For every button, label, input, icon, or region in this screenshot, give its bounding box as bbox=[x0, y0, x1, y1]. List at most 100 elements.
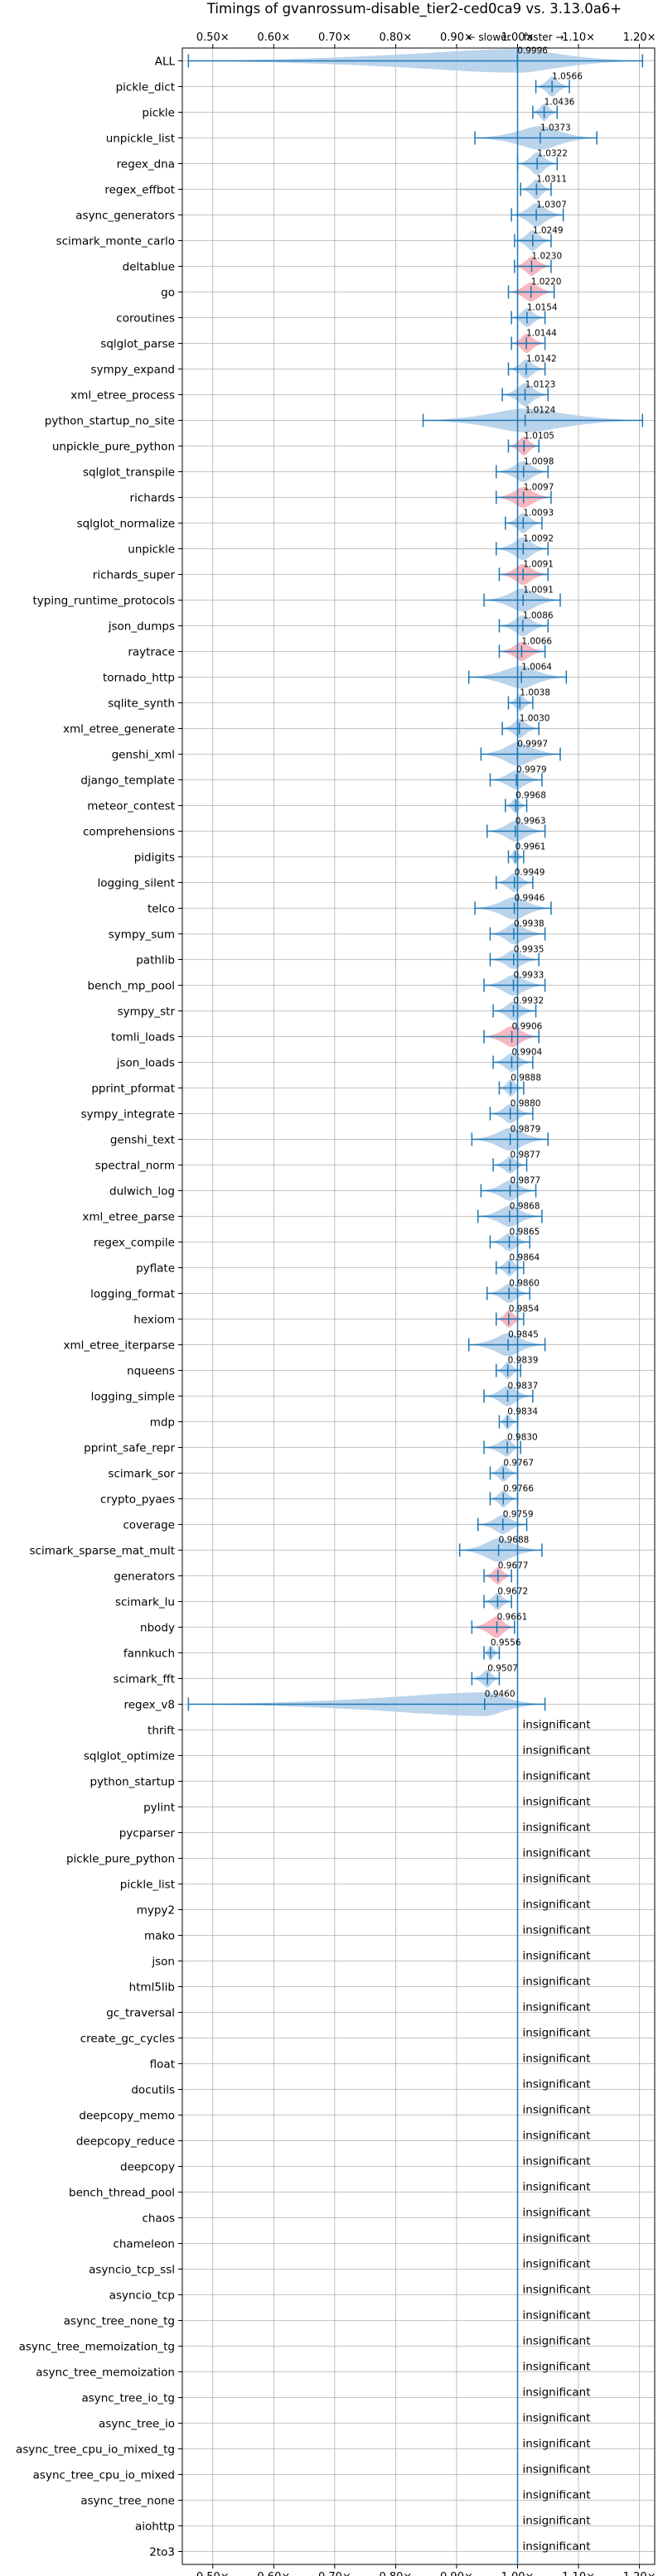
insignificant-label: insignificant bbox=[523, 1796, 591, 1809]
category-label: json_loads bbox=[116, 1057, 175, 1070]
value-label: 0.9837 bbox=[508, 1382, 539, 1392]
value-label: 0.9932 bbox=[514, 996, 544, 1006]
category-label: spectral_norm bbox=[95, 1160, 175, 1173]
value-label: 1.0091 bbox=[523, 586, 554, 596]
insignificant-label: insignificant bbox=[523, 2309, 591, 2323]
insignificant-label: insignificant bbox=[523, 1950, 591, 1963]
category-label: fannkuch bbox=[123, 1647, 175, 1661]
value-label: 0.9880 bbox=[511, 1099, 541, 1109]
value-label: 0.9845 bbox=[508, 1330, 539, 1340]
category-label: async_tree_memoization bbox=[36, 2366, 175, 2380]
insignificant-label: insignificant bbox=[523, 1898, 591, 1912]
insignificant-label: insignificant bbox=[523, 2515, 591, 2528]
value-label: 0.9979 bbox=[516, 765, 547, 775]
value-label: 1.0066 bbox=[521, 637, 552, 647]
category-label: async_tree_cpu_io_mixed_tg bbox=[16, 2443, 175, 2457]
category-label: async_tree_none bbox=[80, 2495, 175, 2508]
category-label: sqlite_synth bbox=[108, 697, 175, 711]
category-label: pyflate bbox=[136, 1262, 175, 1276]
category-label: docutils bbox=[131, 2084, 175, 2097]
category-label: scimark_lu bbox=[115, 1596, 175, 1609]
insignificant-label: insignificant bbox=[523, 2078, 591, 2091]
insignificant-label: insignificant bbox=[523, 1719, 591, 1732]
category-label: unpickle_list bbox=[106, 133, 175, 146]
category-label: crypto_pyaes bbox=[100, 1493, 175, 1507]
category-label: json_dumps bbox=[108, 620, 175, 634]
value-label: 0.9877 bbox=[510, 1176, 540, 1186]
category-label: deltablue bbox=[123, 261, 175, 274]
insignificant-label: insignificant bbox=[523, 2335, 591, 2348]
category-label: pidigits bbox=[134, 851, 175, 865]
value-label: 0.9935 bbox=[514, 945, 544, 955]
x-tick-label-bottom: 1.20× bbox=[623, 2571, 656, 2576]
insignificant-label: insignificant bbox=[523, 2001, 591, 2014]
value-label: 0.9860 bbox=[509, 1279, 540, 1289]
category-label: logging_format bbox=[90, 1288, 175, 1301]
value-label: 1.0220 bbox=[531, 277, 562, 287]
category-label: sympy_integrate bbox=[81, 1108, 175, 1122]
category-label: pprint_safe_repr bbox=[84, 1442, 175, 1455]
x-tick-label-top: 0.90× bbox=[440, 31, 473, 44]
x-tick-label-bottom: 0.60× bbox=[257, 2571, 290, 2576]
x-tick-label-top: 0.50× bbox=[196, 31, 230, 44]
category-label: async_generators bbox=[75, 210, 175, 223]
value-label: 1.0098 bbox=[524, 457, 554, 467]
category-label: xml_etree_process bbox=[70, 389, 175, 403]
value-label: 0.9507 bbox=[487, 1664, 518, 1674]
x-tick-label-top: 0.70× bbox=[318, 31, 351, 44]
category-label: pprint_pformat bbox=[91, 1083, 175, 1096]
category-label: sympy_sum bbox=[109, 929, 175, 942]
insignificant-label: insignificant bbox=[523, 2181, 591, 2194]
value-label: 0.9968 bbox=[515, 791, 546, 801]
axes-layer bbox=[178, 44, 656, 2569]
category-label: async_tree_io bbox=[99, 2418, 175, 2431]
value-label: 0.9759 bbox=[503, 1510, 534, 1520]
value-label: 0.9946 bbox=[515, 894, 545, 904]
category-label: nbody bbox=[140, 1622, 175, 1635]
category-label: sympy_str bbox=[118, 1006, 176, 1019]
category-label: genshi_xml bbox=[112, 749, 175, 762]
insignificant-label: insignificant bbox=[523, 1821, 591, 1835]
category-label: json bbox=[151, 1956, 175, 1969]
category-label: sqlglot_transpile bbox=[83, 466, 175, 480]
category-label: bench_thread_pool bbox=[69, 2187, 175, 2200]
x-tick-label-bottom: 0.90× bbox=[440, 2571, 473, 2576]
value-label: 0.9766 bbox=[503, 1484, 534, 1494]
category-label: python_startup_no_site bbox=[45, 415, 175, 428]
value-label: 1.0249 bbox=[533, 226, 564, 236]
category-label: async_tree_io_tg bbox=[81, 2392, 175, 2405]
value-label: 1.0566 bbox=[552, 72, 583, 82]
value-label: 0.9767 bbox=[503, 1459, 534, 1469]
category-label: chameleon bbox=[113, 2238, 175, 2251]
category-label: scimark_fft bbox=[114, 1673, 175, 1686]
insignificant-label: insignificant bbox=[523, 2155, 591, 2168]
violin-layer bbox=[187, 49, 644, 1716]
value-label: 1.0064 bbox=[521, 663, 552, 673]
category-label: xml_etree_iterparse bbox=[64, 1339, 176, 1353]
category-label: async_tree_cpu_io_mixed bbox=[33, 2469, 175, 2482]
category-label: pickle_pure_python bbox=[66, 1853, 175, 1866]
x-tick-label-top: 1.00× bbox=[501, 31, 535, 44]
value-label: 0.9879 bbox=[511, 1125, 541, 1135]
category-label: unpickle bbox=[128, 543, 175, 557]
insignificant-label: insignificant bbox=[523, 2207, 591, 2220]
category-label: django_template bbox=[80, 774, 175, 788]
category-label: pickle_dict bbox=[116, 81, 175, 94]
insignificant-label: insignificant bbox=[523, 2361, 591, 2374]
insignificant-label: insignificant bbox=[523, 2463, 591, 2477]
x-tick-label-top: 1.10× bbox=[562, 31, 595, 44]
value-label: 0.9688 bbox=[499, 1536, 530, 1546]
category-label: thrift bbox=[148, 1725, 175, 1738]
value-label: 0.9906 bbox=[512, 1022, 543, 1032]
value-label: 1.0142 bbox=[526, 355, 557, 364]
value-label: 1.0123 bbox=[525, 380, 556, 390]
category-label: float bbox=[150, 2058, 175, 2072]
insignificant-label: insignificant bbox=[523, 1847, 591, 1860]
category-label: create_gc_cycles bbox=[80, 2033, 175, 2046]
category-label: aiohttp bbox=[135, 2521, 175, 2534]
insignificant-label: insignificant bbox=[523, 1975, 591, 1989]
category-label: tomli_loads bbox=[111, 1031, 175, 1044]
category-label: deepcopy_reduce bbox=[76, 2135, 175, 2149]
category-label: typing_runtime_protocols bbox=[33, 595, 176, 608]
